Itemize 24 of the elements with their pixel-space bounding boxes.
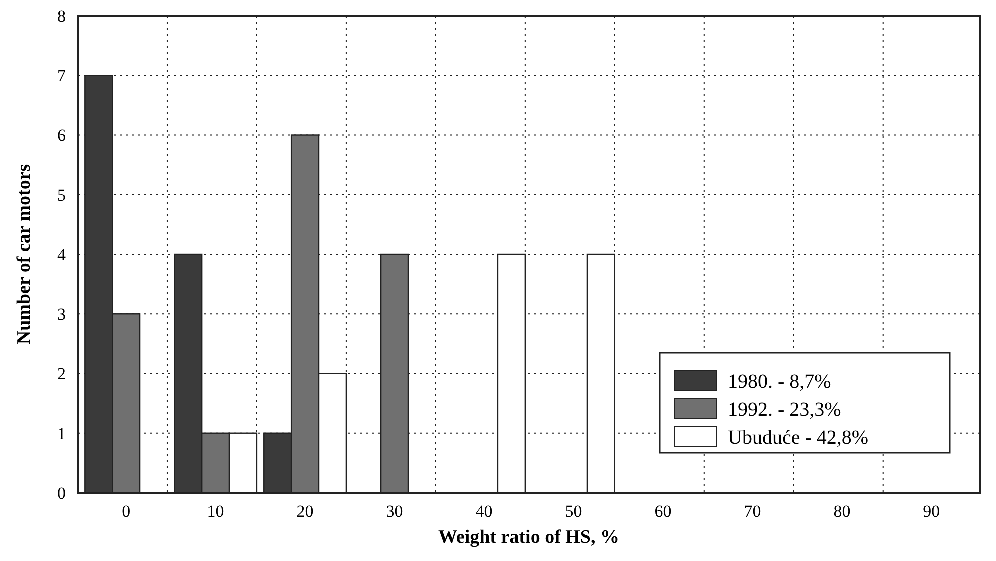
y-tick-label: 6 [58,126,66,146]
x-tick-label: 40 [476,502,493,521]
legend-label: Ubuduće - 42,8% [728,427,869,449]
y-tick-label: 4 [58,245,66,264]
legend-label: 1992. - 23,3% [728,399,842,421]
y-tick-label: 2 [58,364,66,384]
y-tick-label: 5 [58,186,66,205]
x-tick-label: 60 [654,502,672,521]
x-tick-label: 50 [565,502,582,521]
x-tick-label: 10 [207,502,224,521]
x-tick-label: 30 [386,502,404,521]
y-axis-title: Number of car motors [14,164,35,345]
y-tick-label: 8 [58,6,66,26]
legend-label: 1980. - 8,7% [728,371,832,393]
y-tick-label: 1 [58,424,66,444]
y-tick-label: 0 [58,484,66,503]
y-tick-label: 3 [58,305,66,324]
x-tick-label: 70 [744,502,762,521]
x-tick-label: 0 [122,502,131,521]
x-tick-label: 80 [834,502,851,521]
x-tick-label: 90 [923,502,940,521]
y-tick-label: 7 [58,66,66,86]
x-axis-title: Weight ratio of HS, % [438,527,620,548]
x-tick-label: 20 [296,502,314,521]
